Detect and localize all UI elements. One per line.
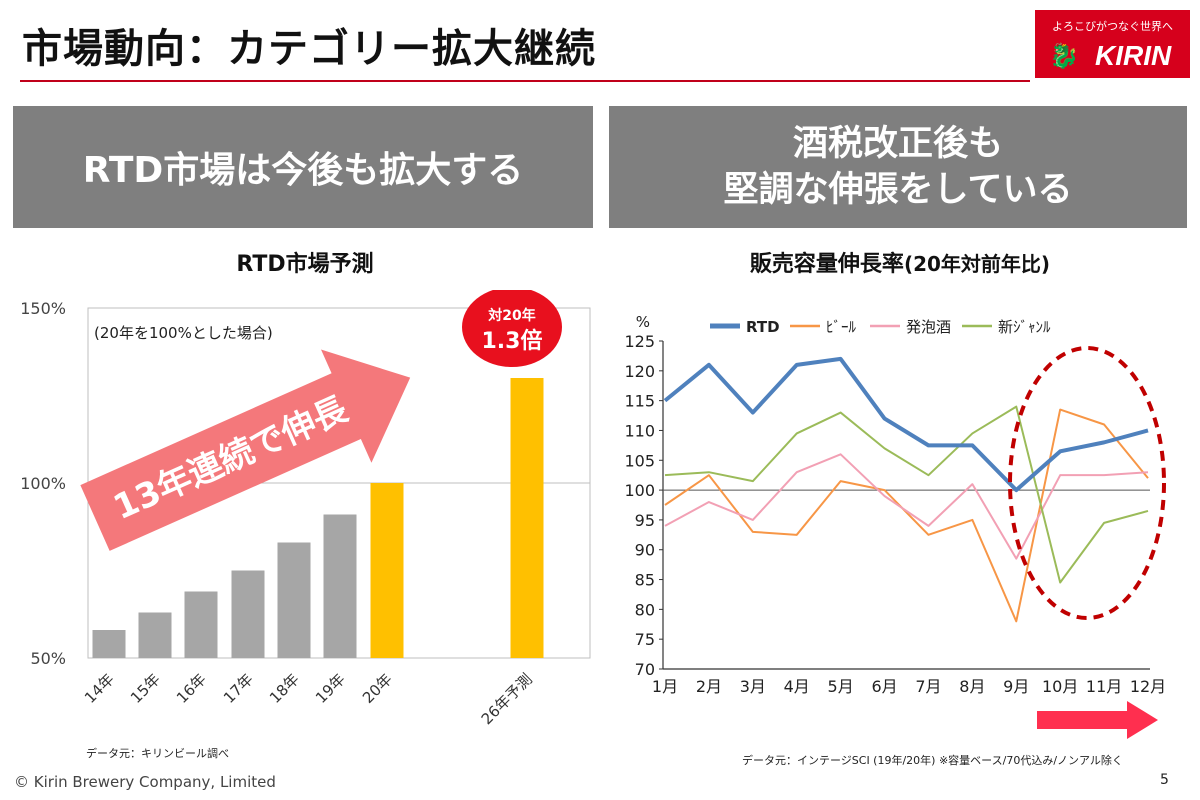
- x-tick-label: 6月: [871, 677, 897, 696]
- x-tick-label: 12月: [1130, 677, 1166, 696]
- y-tick-label: 70: [635, 660, 655, 679]
- x-tick-label: 9月: [1003, 677, 1029, 696]
- y-tick-label: 150%: [20, 299, 66, 318]
- ratio-badge-line2: 1.3倍: [482, 328, 543, 354]
- line-chart-title-suffix: (20年対前年比): [903, 252, 1051, 276]
- y-unit-label: %: [636, 313, 650, 331]
- bar-chart-source: データ元：キリンビール調べ: [86, 747, 229, 760]
- x-tick-label: 4月: [784, 677, 810, 696]
- logo-tagline: よろこびがつなぐ世界へ: [1052, 20, 1173, 33]
- x-tick-label: 3月: [740, 677, 766, 696]
- ratio-badge: [462, 290, 562, 367]
- x-tick-label: 8月: [959, 677, 985, 696]
- highlight-ellipse: [1008, 346, 1166, 620]
- x-tick-label: 5月: [828, 677, 854, 696]
- page-number: 5: [1160, 772, 1169, 788]
- x-tick-label: 18年: [266, 670, 303, 707]
- y-tick-label: 85: [635, 571, 655, 590]
- y-tick-label: 125: [624, 332, 655, 351]
- bar-chart: 50% 100% 150% (20年を100%とした場合) 14年 15年 16年 17年 18…: [20, 290, 591, 728]
- series-line-0: [663, 356, 1149, 493]
- legend-label: RTD: [746, 318, 780, 336]
- x-tick-label: 2月: [696, 677, 722, 696]
- legend-label: 発泡酒: [906, 318, 951, 336]
- y-tick-label: 75: [635, 630, 655, 649]
- title-rule: [20, 80, 1030, 82]
- copyright: © Kirin Brewery Company, Limited: [14, 773, 276, 791]
- right-banner: 酒税改正後も 堅調な伸張をしている: [609, 106, 1187, 228]
- x-tick-label: 7月: [915, 677, 941, 696]
- y-tick-label: 100%: [20, 474, 66, 493]
- logo-name: KIRIN: [1095, 40, 1172, 71]
- legend-label: 新ｼﾞｬﾝﾙ: [998, 318, 1051, 336]
- line-chart-title-wrap: 販売容量伸長率(20年対前年比): [600, 246, 1200, 278]
- ratio-badge-line1: 対20年: [487, 307, 535, 324]
- page-title: 市場動向：カテゴリー拡大継続: [22, 26, 596, 72]
- bar: [510, 378, 544, 658]
- bar: [323, 514, 357, 658]
- x-tick-label: 1月: [652, 677, 678, 696]
- x-tick-label: 20年: [359, 670, 396, 707]
- x-tick-label: 19年: [312, 670, 349, 707]
- x-tick-label: 17年: [220, 670, 257, 707]
- series-line-2: [664, 453, 1149, 560]
- line-chart-title: 販売容量伸長率: [749, 252, 904, 277]
- right-banner-line1: 酒税改正後も: [792, 124, 1003, 164]
- trend-arrow: [1037, 701, 1158, 739]
- bar: [92, 630, 126, 658]
- x-tick-label: 10月: [1042, 677, 1078, 696]
- x-tick-label: 14年: [81, 670, 118, 707]
- bar: [138, 612, 172, 658]
- bar: [184, 591, 218, 658]
- growth-arrow-shape: [80, 349, 411, 551]
- x-tick-label: 15年: [127, 670, 164, 707]
- x-tick-label: 16年: [173, 670, 210, 707]
- y-tick-label: 120: [624, 362, 655, 381]
- bar: [370, 483, 404, 658]
- series-line-3: [664, 405, 1149, 584]
- x-tick-label: 26年予測: [478, 670, 536, 728]
- series-line-1: [664, 408, 1149, 623]
- y-tick-label: 115: [624, 392, 655, 411]
- y-tick-label: 50%: [30, 649, 66, 668]
- line-chart-source: データ元：インテージSCI (19年/20年) ※容量ベース/70代込み/ノンア…: [742, 754, 1123, 767]
- y-tick-label: 80: [635, 600, 655, 619]
- x-tick-label: 11月: [1086, 677, 1122, 696]
- y-tick-label: 90: [635, 541, 655, 560]
- bar-chart-title: RTD市場予測: [236, 252, 374, 277]
- y-tick-label: 105: [624, 451, 655, 470]
- kirin-mark-icon: 🐉: [1049, 42, 1079, 70]
- right-banner-line2: 堅調な伸張をしている: [723, 170, 1073, 210]
- bar: [277, 542, 311, 658]
- y-tick-label: 110: [624, 421, 655, 440]
- bar: [231, 570, 265, 658]
- y-tick-label: 95: [635, 511, 655, 530]
- legend-label: ﾋﾞｰﾙ: [826, 318, 857, 336]
- y-tick-label: 100: [624, 481, 655, 500]
- bar-chart-annotation: (20年を100%とした場合): [94, 324, 273, 342]
- kirin-logo: よろこびがつなぐ世界へ 🐉 KIRIN: [1035, 10, 1190, 78]
- left-banner: RTD市場は今後も拡大する: [13, 106, 593, 228]
